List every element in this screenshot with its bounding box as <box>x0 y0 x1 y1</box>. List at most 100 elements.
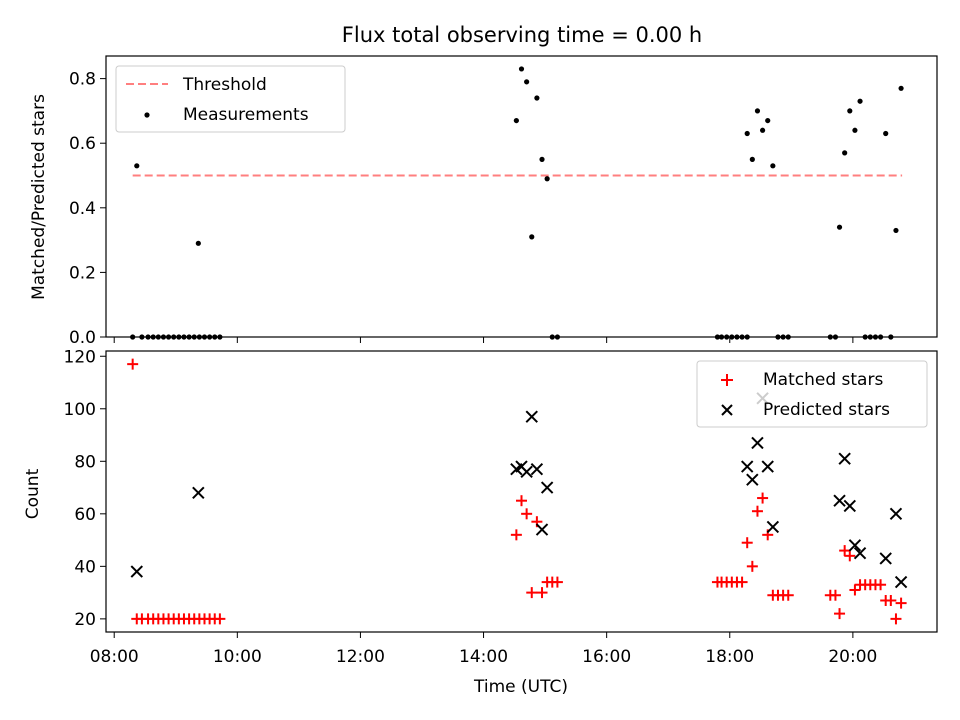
measurement-point <box>134 163 140 169</box>
predicted-stars-point <box>889 507 903 521</box>
predicted-stars-point <box>766 520 780 534</box>
predicted-stars-point <box>192 486 205 500</box>
predicted-stars-point <box>746 473 759 486</box>
predicted-stars-point <box>530 462 544 476</box>
x-tick-label: 10:00 <box>213 647 262 667</box>
matched-stars-point <box>536 587 548 599</box>
legend-measurements-swatch <box>144 112 150 118</box>
matched-stars-point <box>751 505 763 517</box>
bottom-x-ticks: 08:00 10:00 12:00 14:00 16:00 18:00 20:00 <box>90 632 877 667</box>
matched-stars-point <box>516 495 527 507</box>
predicted-stars-point <box>751 436 764 450</box>
predicted-stars-point <box>540 481 554 494</box>
bottom-x-axis-label: Time (UTC) <box>473 677 568 697</box>
measurement-point <box>539 156 545 162</box>
x-tick-label: 08:00 <box>90 647 139 667</box>
measurement-point <box>847 108 853 114</box>
y-tick-label: 0.4 <box>69 199 96 219</box>
matched-stars-point <box>782 589 794 601</box>
measurement-point <box>534 95 540 101</box>
bottom-marks <box>127 358 908 625</box>
matched-stars-point <box>757 492 769 504</box>
top-legend-frame <box>115 65 346 133</box>
matched-stars-point <box>839 545 851 557</box>
bottom-legend-frame <box>696 360 928 428</box>
measurement-point <box>744 130 750 137</box>
x-tick-label: 14:00 <box>459 647 508 667</box>
y-tick-label: 0.0 <box>69 328 96 348</box>
predicted-stars-point <box>130 565 143 578</box>
y-tick-label: 40 <box>74 557 96 577</box>
predicted-stars-point <box>535 523 549 536</box>
predicted-stars-point <box>843 499 857 513</box>
top-panel: 0.00.20.40.60.8 Matched/Predicted stars … <box>29 55 938 348</box>
y-tick-label: 0.2 <box>69 263 96 283</box>
predicted-stars-point <box>894 575 908 589</box>
legend-matched-swatch <box>721 374 733 386</box>
predicted-stars-point <box>761 460 774 473</box>
legend-predicted-label: Predicted stars <box>763 400 890 420</box>
y-tick-label: 100 <box>64 400 96 420</box>
measurement-point <box>544 176 550 182</box>
matched-stars-point <box>890 613 902 625</box>
x-tick-label: 18:00 <box>705 647 754 667</box>
matched-stars-point <box>875 579 887 591</box>
matched-stars-point <box>834 608 846 620</box>
measurement-point <box>529 234 535 240</box>
measurement-point <box>893 227 899 234</box>
measurement-point <box>898 85 904 91</box>
measurement-point <box>754 108 761 114</box>
matched-stars-point <box>551 576 563 588</box>
bottom-panel: 20 40 60 80 100 120 08:00 10:00 12:00 14:00 16:00… <box>23 347 938 697</box>
matched-stars-point <box>526 587 538 599</box>
bottom-legend: Matched stars Predicted stars <box>696 360 928 428</box>
matched-stars-point <box>510 529 522 541</box>
measurement-point <box>759 127 766 133</box>
predicted-stars-point <box>848 539 862 552</box>
top-axes-frame <box>105 55 938 338</box>
legend-threshold-label: Threshold <box>182 75 267 95</box>
predicted-stars-point <box>520 465 533 479</box>
measurement-point <box>518 66 525 72</box>
predicted-stars-point <box>838 452 851 465</box>
matched-stars-point <box>885 594 897 606</box>
y-tick-label: 120 <box>64 347 96 367</box>
matched-stars-point <box>127 358 139 370</box>
measurement-point <box>883 130 889 137</box>
measurement-point <box>765 117 771 124</box>
measurement-point <box>770 163 776 169</box>
measurement-point <box>852 127 858 133</box>
measurement-point <box>749 156 755 162</box>
matched-stars-point <box>214 613 226 625</box>
predicted-stars-point <box>879 552 892 565</box>
y-tick-label: 0.8 <box>69 70 96 90</box>
legend-measurements-label: Measurements <box>183 105 309 125</box>
measurement-point <box>195 240 201 246</box>
matched-stars-point <box>736 576 748 588</box>
x-tick-label: 12:00 <box>336 647 385 667</box>
y-tick-label: 20 <box>74 610 96 630</box>
top-x-ticks <box>113 337 854 343</box>
legend-matched-label: Matched stars <box>763 370 883 390</box>
matched-stars-point <box>829 589 841 601</box>
measurement-point <box>836 224 843 230</box>
measurement-point <box>524 79 530 85</box>
predicted-stars-point <box>525 410 538 423</box>
measurement-point <box>857 98 863 104</box>
matched-stars-point <box>844 550 856 562</box>
predicted-stars-point <box>853 547 867 560</box>
measurement-point <box>513 117 519 124</box>
matched-stars-point <box>895 597 907 609</box>
measurement-point <box>842 150 848 156</box>
y-tick-label: 0.6 <box>69 134 96 154</box>
matched-stars-point <box>741 537 753 549</box>
chart-title: Flux total observing time = 0.00 h <box>342 23 702 47</box>
top-y-ticks: 0.0 0.2 0.4 0.6 0.8 <box>69 70 106 348</box>
predicted-stars-point <box>833 494 846 507</box>
matched-stars-point <box>849 584 861 596</box>
predicted-stars-point <box>740 460 754 473</box>
top-y-axis-label: Matched/Predicted stars <box>29 94 49 300</box>
y-tick-label: 60 <box>74 505 96 525</box>
bottom-y-ticks: 20 40 60 80 100 120 <box>64 347 106 630</box>
